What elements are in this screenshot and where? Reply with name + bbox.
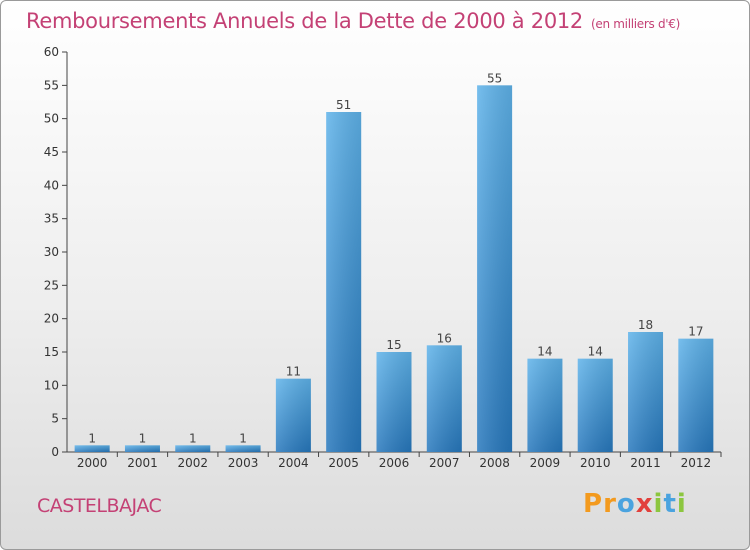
bar-shade-2011 [628, 332, 664, 452]
data-label: 51 [336, 98, 351, 112]
x-tick-label: 2009 [530, 456, 561, 470]
bar-shade-2009 [527, 358, 563, 452]
data-label: 14 [537, 345, 552, 359]
bar-shade-2000 [74, 445, 110, 452]
y-tick-label: 60 [44, 45, 59, 59]
data-label: 16 [437, 331, 452, 345]
logo-letter: i [653, 489, 664, 519]
logo-letter: t [663, 489, 677, 519]
y-tick-label: 35 [44, 212, 59, 226]
bar-shade-2004 [275, 378, 311, 452]
data-label: 1 [139, 431, 147, 445]
bar-shade-2012 [678, 338, 714, 452]
bar-shade-2007 [426, 345, 462, 452]
y-tick-label: 15 [44, 345, 59, 359]
data-label: 11 [286, 365, 301, 379]
x-tick-label: 2008 [479, 456, 510, 470]
data-label: 18 [638, 318, 653, 332]
y-tick-label: 0 [51, 445, 59, 459]
x-tick-label: 2003 [228, 456, 259, 470]
logo-letter: i [676, 489, 687, 519]
y-tick-label: 30 [44, 245, 59, 259]
x-tick-label: 2006 [379, 456, 410, 470]
y-tick-label: 10 [44, 378, 59, 392]
bar-shade-2003 [225, 445, 261, 452]
x-tick-label: 2010 [580, 456, 611, 470]
chart-title-text: Remboursements Annuels de la Dette de 20… [26, 9, 583, 33]
y-tick-label: 55 [44, 78, 59, 92]
y-tick-label: 40 [44, 178, 59, 192]
data-label: 55 [487, 71, 502, 85]
bar-shade-2001 [124, 445, 160, 452]
logo-letter: x [635, 489, 654, 519]
chart-subtitle: (en milliers d'€) [591, 17, 681, 31]
data-label: 17 [688, 325, 703, 339]
bar-shade-2002 [175, 445, 211, 452]
y-tick-label: 5 [51, 412, 59, 426]
bar-shade-2008 [477, 85, 513, 452]
x-tick-label: 2007 [429, 456, 460, 470]
y-tick-label: 25 [44, 278, 59, 292]
bar-shade-2005 [326, 112, 362, 452]
bar-shade-2006 [376, 352, 412, 452]
chart-title: Remboursements Annuels de la Dette de 20… [26, 9, 680, 33]
x-tick-label: 2000 [77, 456, 108, 470]
data-label: 15 [386, 338, 401, 352]
proxiti-logo: Proxiti [583, 489, 687, 519]
x-tick-label: 2005 [328, 456, 359, 470]
axes: 0 5 10 15 20 25 30 35 40 45 50 55 60 2000 2001 2002 2003… [44, 45, 722, 470]
data-label: 1 [88, 431, 96, 445]
logo-letter: r [603, 489, 617, 519]
y-tick-label: 20 [44, 312, 59, 326]
y-tick-label: 50 [44, 112, 59, 126]
y-tick-label: 45 [44, 145, 59, 159]
x-tick-label: 2001 [127, 456, 158, 470]
data-label: 1 [239, 431, 247, 445]
bar-shade-2010 [577, 358, 613, 452]
x-tick-label: 2004 [278, 456, 309, 470]
data-label: 1 [189, 431, 197, 445]
data-label: 14 [588, 345, 603, 359]
logo-letter: o [616, 489, 636, 519]
commune-name: CASTELBAJAC [37, 495, 162, 517]
x-tick-label: 2012 [681, 456, 712, 470]
x-tick-label: 2002 [177, 456, 208, 470]
x-tick-label: 2011 [630, 456, 661, 470]
logo-letter: P [583, 489, 604, 519]
